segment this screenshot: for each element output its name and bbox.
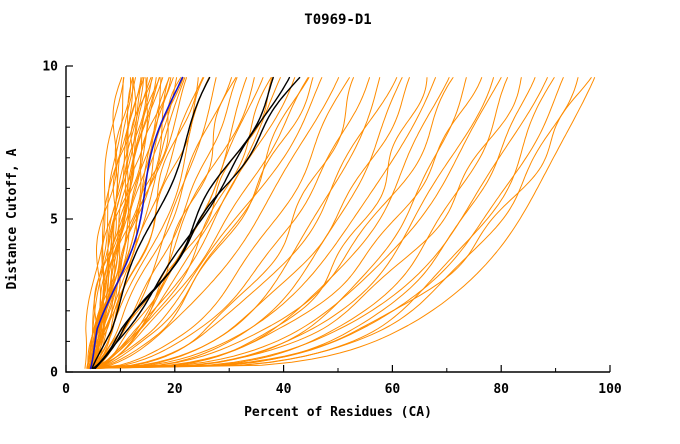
curve-predictions-orange [92,77,398,369]
curve-predictions-orange [92,77,494,369]
curve-predictions-orange [92,77,548,369]
curve-predictions-orange [92,77,160,369]
curve-predictions-orange [92,77,350,369]
curve-predictions-orange [91,77,579,369]
x-tick-label: 40 [276,382,292,397]
x-tick-label: 20 [167,382,183,397]
curve-predictions-orange [93,77,564,369]
curve-predictions-orange [93,77,381,369]
y-tick-label: 10 [42,60,58,75]
curve-predictions-orange [94,77,309,369]
curve-predictions-orange [96,77,186,369]
curve-predictions-orange [90,77,522,369]
curve-predictions-orange [88,77,161,369]
curve-predictions-orange [95,77,237,369]
curve-predictions-orange [92,77,314,369]
curve-predictions-orange [90,77,323,369]
curve-predictions-orange [94,77,596,369]
curve-predictions-orange [93,77,153,369]
x-tick-label: 0 [62,382,70,397]
curve-highlighted-black [91,76,211,369]
curve-predictions-orange [92,77,272,369]
curve-predictions-orange [87,77,124,369]
curve-predictions-orange [92,77,592,369]
curve-predictions-orange [91,77,162,369]
curve-highlighted-black [92,76,274,369]
curve-predictions-orange [95,77,555,369]
x-tick-label: 100 [598,382,622,397]
y-tick-label: 0 [50,366,58,381]
chart-title: T0969-D1 [304,12,371,28]
curve-predictions-orange [92,77,450,369]
curve-predictions-orange [93,77,483,369]
curve-highlighted-black [94,76,301,369]
curve-predictions-orange [84,77,125,369]
x-axis-label: Percent of Residues (CA) [244,405,432,420]
y-tick-label: 5 [50,213,58,228]
curve-predictions-orange [93,77,340,369]
curve-highlighted-blue [89,76,184,370]
curve-predictions-orange [91,77,428,369]
x-tick-label: 60 [385,382,401,397]
curve-predictions-orange [94,77,199,369]
curve-predictions-orange [91,77,310,369]
curve-predictions-orange [92,77,184,369]
curve-predictions-orange [95,77,354,369]
y-axis-label: Distance Cutoff, A [5,148,20,289]
curve-predictions-orange [93,77,296,369]
curve-predictions-orange [93,77,508,369]
curve-highlighted-black [93,76,291,369]
curve-predictions-orange [96,77,403,369]
curve-predictions-orange [96,77,273,369]
curve-predictions-orange [94,77,436,369]
curve-predictions-orange [94,77,502,369]
curves-layer [84,76,596,370]
curve-predictions-orange [88,77,187,369]
curve-predictions-orange [91,77,370,369]
axes-layer: 0 20 40 60 80 100 0 5 10 [42,60,622,398]
curve-predictions-orange [91,77,255,369]
curve-predictions-orange [91,77,232,369]
curve-predictions-orange [89,77,281,369]
x-tick-label: 80 [493,382,509,397]
curve-predictions-orange [90,77,204,369]
curve-predictions-orange [93,77,410,369]
curve-predictions-orange [95,77,454,369]
curve-predictions-orange [86,77,136,369]
